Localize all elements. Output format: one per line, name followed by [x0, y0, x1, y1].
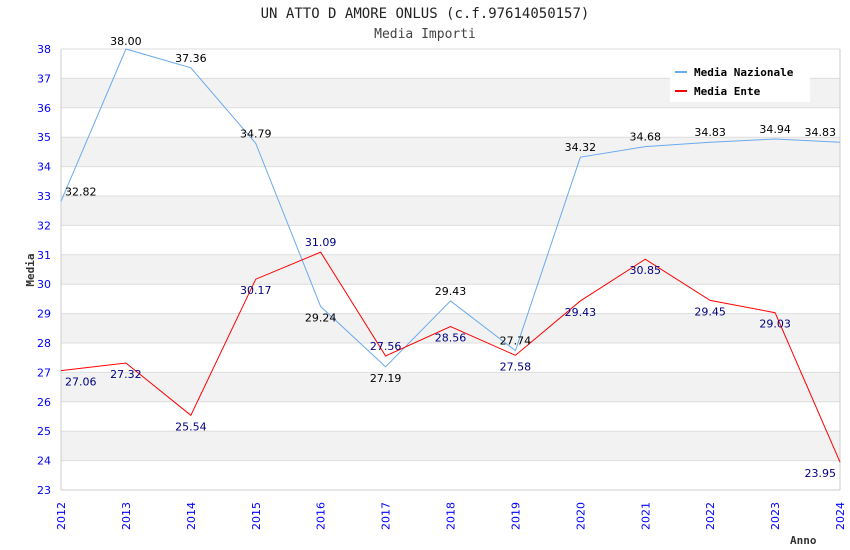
x-tick-label: 2016 [315, 502, 328, 530]
y-tick-label: 34 [37, 161, 51, 174]
grid-band [61, 372, 840, 402]
y-tick-label: 28 [37, 337, 51, 350]
y-tick-label: 26 [37, 396, 51, 409]
y-tick-label: 23 [37, 484, 51, 497]
y-tick-label: 29 [37, 308, 51, 321]
x-tick-label: 2017 [380, 502, 393, 530]
data-label: 34.83 [805, 126, 837, 139]
y-tick-label: 24 [37, 455, 51, 468]
y-tick-label: 35 [37, 131, 51, 144]
y-tick-label: 32 [37, 219, 51, 232]
x-tick-label: 2022 [704, 502, 717, 530]
x-tick-label: 2023 [769, 502, 782, 530]
chart-subtitle: Media Importi [374, 27, 476, 42]
y-tick-label: 25 [37, 425, 51, 438]
x-tick-label: 2020 [574, 502, 587, 530]
x-tick-label: 2013 [120, 502, 133, 530]
y-tick-label: 36 [37, 102, 51, 115]
y-tick-label: 37 [37, 72, 51, 85]
grid-band [61, 196, 840, 226]
y-tick-label: 33 [37, 190, 51, 203]
y-tick-label: 38 [37, 43, 51, 56]
data-label: 27.58 [500, 360, 532, 373]
grid-band [61, 313, 840, 343]
x-tick-label: 2024 [834, 502, 847, 530]
chart-title: UN ATTO D AMORE ONLUS (c.f.97614050157) [260, 6, 590, 22]
data-label: 34.79 [240, 127, 272, 140]
y-axis-label: Media [24, 253, 37, 286]
grid-band [61, 254, 840, 285]
data-label: 29.43 [435, 285, 467, 298]
data-label: 29.43 [565, 306, 597, 319]
data-label: 28.56 [435, 332, 467, 345]
y-tick-label: 31 [37, 249, 51, 262]
data-label: 34.94 [759, 123, 791, 136]
data-label: 23.95 [805, 467, 837, 480]
data-label: 34.68 [630, 131, 662, 144]
data-label: 29.24 [305, 312, 337, 325]
y-tick-label: 27 [37, 366, 51, 379]
data-label: 27.06 [65, 376, 97, 389]
x-tick-label: 2015 [250, 502, 263, 530]
data-label: 38.00 [110, 35, 142, 48]
series-line-0 [60, 48, 841, 368]
x-tick-label: 2018 [445, 502, 458, 530]
data-label: 30.17 [240, 284, 272, 297]
data-label: 37.36 [175, 52, 207, 65]
data-label: 34.83 [694, 126, 726, 139]
series-line-1 [60, 251, 841, 463]
legend-label: Media Nazionale [694, 66, 794, 79]
data-label: 27.74 [500, 335, 532, 348]
x-tick-label: 2021 [639, 502, 652, 530]
data-label: 30.85 [630, 264, 662, 277]
x-tick-label: 2019 [509, 502, 522, 530]
x-axis-label: Anno [790, 534, 817, 547]
data-label: 27.32 [110, 368, 142, 381]
data-label: 27.56 [370, 340, 402, 353]
legend-box [670, 60, 810, 102]
data-label: 25.54 [175, 420, 207, 433]
y-tick-label: 30 [37, 278, 51, 291]
data-label: 29.45 [694, 305, 726, 318]
data-label: 29.03 [759, 318, 791, 331]
legend-label: Media Ente [694, 85, 761, 98]
grid-band [61, 431, 840, 461]
data-label: 34.32 [565, 141, 597, 154]
data-label: 32.82 [65, 185, 97, 198]
data-label: 27.19 [370, 372, 402, 385]
x-tick-label: 2014 [185, 502, 198, 530]
x-tick-label: 2012 [55, 502, 68, 530]
data-label: 31.09 [305, 236, 337, 249]
